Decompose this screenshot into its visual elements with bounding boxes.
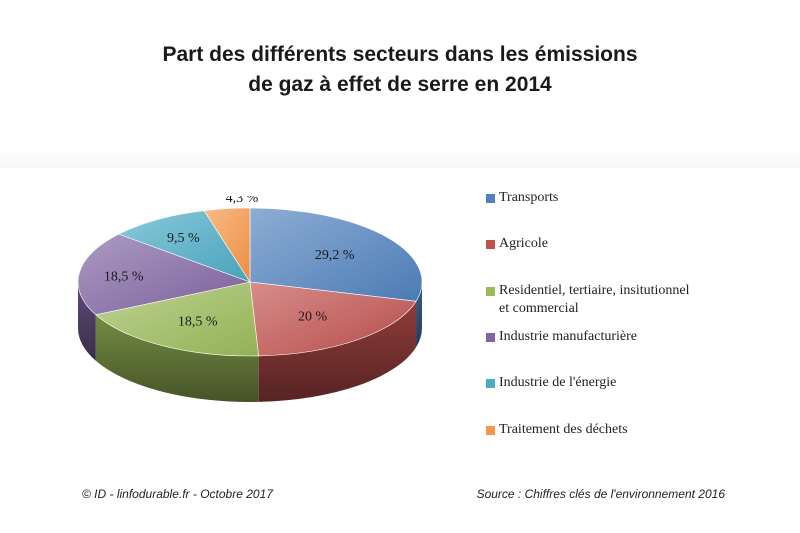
legend-label-residentiel: Residentiel, tertiaire, insitutionnel et…	[499, 282, 769, 318]
legend-label-industrie-manufacturiere: Industrie manufacturière	[499, 328, 769, 346]
legend-text: Residentiel, tertiaire, insitutionnel	[499, 283, 690, 298]
chart-title-line-1: Part des différents secteurs dans les ém…	[162, 43, 638, 66]
legend-label-agricole: Agricole	[499, 235, 769, 253]
legend-text: Agricole	[499, 236, 548, 251]
legend-swatch-agricole	[486, 240, 495, 249]
pie-data-label-3: 18,5 %	[104, 269, 144, 284]
pie-side-3	[78, 282, 96, 361]
chart-title: Part des différents secteurs dans les ém…	[0, 40, 800, 100]
legend-text: Industrie manufacturière	[499, 329, 637, 344]
legend-swatch-transports	[486, 194, 495, 203]
pie-chart: 29,2 % 20 % 18,5 % 18,5 % 9,5 % 4,3 %	[77, 196, 423, 402]
pie-slice-3	[77, 233, 252, 316]
pie-labels: 29,2 % 20 % 18,5 % 18,5 % 9,5 % 4,3 %	[104, 196, 355, 329]
legend-text: Traitement des déchets	[499, 422, 628, 437]
pie-data-label-5: 4,3 %	[226, 196, 259, 206]
pie-slices	[77, 207, 423, 357]
legend-text: Industrie de l'énergie	[499, 375, 617, 390]
legend-swatch-residentiel	[486, 287, 495, 296]
legend-text: Transports	[499, 190, 559, 205]
pie-slice-5	[203, 207, 251, 284]
pie-slice-4	[118, 210, 251, 283]
legend-label-industrie-energie: Industrie de l'énergie	[499, 374, 769, 392]
pie-side-1	[258, 301, 417, 402]
pie-side-2	[95, 314, 259, 402]
legend-swatch-industrie-energie	[486, 379, 495, 388]
pie-slice-1	[249, 281, 417, 357]
footer-source: Source : Chiffres clés de l'environnemen…	[476, 487, 725, 501]
legend-label-transports: Transports	[499, 189, 769, 207]
legend-swatch-industrie-manufacturiere	[486, 333, 495, 342]
pie-data-label-1: 20 %	[298, 309, 328, 324]
legend-label-dechets: Traitement des déchets	[499, 421, 769, 439]
pie-side-0	[416, 282, 422, 348]
header-divider	[0, 150, 800, 168]
pie-slice-0	[249, 207, 423, 302]
pie-slice-2	[95, 281, 259, 357]
chart-title-line-2: de gaz à effet de serre en 2014	[248, 73, 552, 96]
pie-data-label-2: 18,5 %	[178, 314, 218, 329]
pie-sides	[78, 282, 422, 402]
footer-credit: © ID - linfodurable.fr - Octobre 2017	[82, 487, 273, 501]
pie-data-label-4: 9,5 %	[167, 231, 200, 246]
legend-text: et commercial	[499, 301, 579, 316]
legend-swatch-dechets	[486, 426, 495, 435]
pie-data-label-0: 29,2 %	[315, 248, 355, 263]
